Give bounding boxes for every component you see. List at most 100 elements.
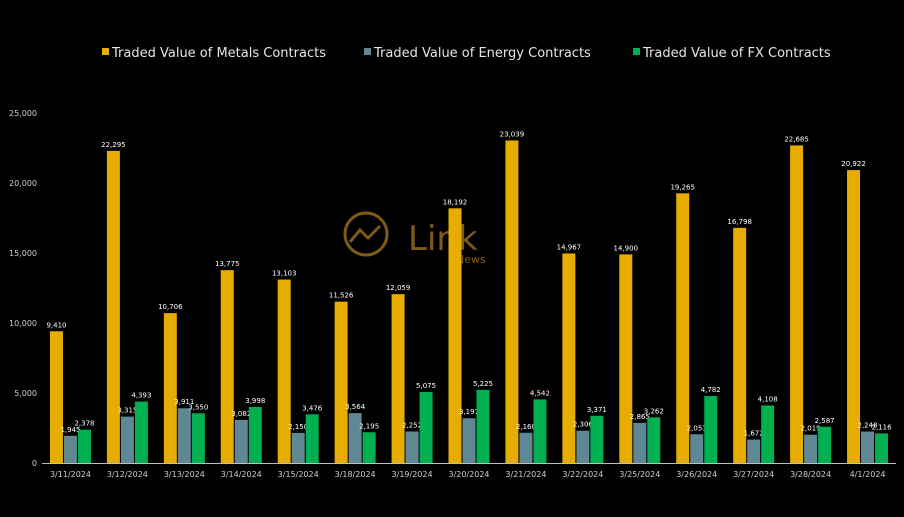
- data-label-s2-c0: 2,378: [74, 420, 94, 428]
- data-label-s2-c13: 2,587: [815, 417, 835, 425]
- x-tick-label: 3/22/2024: [562, 470, 603, 479]
- data-label-s1-c8: 2,160: [516, 423, 536, 431]
- data-label-s2-c7: 5,225: [473, 380, 493, 388]
- data-label-s1-c4: 2,150: [288, 423, 308, 431]
- bar-s1-c4: [291, 432, 305, 463]
- bar-s0-c7: [448, 208, 462, 463]
- legend-label-0: Traded Value of Metals Contracts: [111, 46, 326, 61]
- y-tick-label: 15,000: [9, 249, 37, 258]
- x-tick-label: 3/19/2024: [392, 470, 433, 479]
- watermark-chart-icon: [348, 224, 382, 243]
- data-label-s1-c2: 3,911: [174, 398, 194, 406]
- bar-s1-c7: [462, 418, 476, 463]
- data-label-s2-c11: 4,782: [701, 386, 721, 394]
- bar-s0-c6: [391, 294, 405, 463]
- data-label-s2-c9: 3,371: [587, 406, 607, 414]
- data-label-s0-c7: 18,192: [443, 198, 468, 206]
- x-tick-label: 3/18/2024: [335, 470, 376, 479]
- data-label-s1-c5: 3,564: [345, 403, 366, 411]
- bar-s0-c2: [163, 313, 177, 463]
- data-label-s2-c4: 3,476: [302, 404, 323, 412]
- bar-s2-c13: [818, 426, 832, 463]
- data-label-s0-c11: 19,265: [670, 183, 695, 191]
- bar-s0-c8: [505, 140, 519, 464]
- bar-s1-c3: [234, 419, 248, 463]
- data-label-s0-c0: 9,410: [46, 321, 66, 329]
- data-label-s0-c1: 22,295: [101, 141, 126, 149]
- x-tick-label: 3/15/2024: [278, 470, 319, 479]
- x-tick-label: 3/12/2024: [107, 470, 148, 479]
- bar-s1-c5: [348, 413, 362, 463]
- x-tick-label: 3/28/2024: [790, 470, 831, 479]
- bar-s0-c11: [676, 193, 690, 464]
- bar-s1-c12: [747, 439, 761, 463]
- x-tick-label: 3/26/2024: [676, 470, 717, 479]
- bar-s0-c0: [49, 331, 63, 463]
- bar-s2-c6: [419, 391, 433, 463]
- data-label-s1-c11: 2,053: [687, 424, 707, 432]
- data-label-s2-c12: 4,108: [758, 395, 778, 403]
- bar-s2-c9: [590, 415, 604, 463]
- data-label-s2-c10: 3,262: [644, 407, 664, 415]
- bar-s0-c14: [847, 170, 861, 464]
- y-tick-label: 20,000: [9, 179, 37, 188]
- data-label-s1-c7: 3,197: [459, 408, 479, 416]
- data-label-s0-c4: 13,103: [272, 270, 297, 278]
- bar-s2-c5: [362, 432, 376, 463]
- data-label-s2-c5: 2,195: [359, 422, 379, 430]
- bar-s0-c4: [277, 279, 291, 463]
- legend-swatch-2: [633, 48, 640, 55]
- data-label-s1-c9: 2,306: [573, 421, 594, 429]
- bar-s1-c13: [804, 434, 818, 463]
- bar-s0-c3: [220, 270, 234, 463]
- data-label-s1-c3: 3,082: [231, 410, 251, 418]
- legend-label-1: Traded Value of Energy Contracts: [373, 46, 591, 61]
- watermark: Link News: [343, 211, 486, 266]
- y-tick-label: 25,000: [9, 109, 37, 118]
- watermark-brand: Link: [408, 219, 478, 259]
- bar-s1-c1: [120, 416, 134, 463]
- x-tick-label: 3/11/2024: [50, 470, 91, 479]
- watermark-sub: News: [456, 253, 486, 266]
- data-label-s0-c2: 10,706: [158, 303, 183, 311]
- data-label-s1-c6: 2,252: [402, 421, 422, 429]
- x-tick-label: 3/27/2024: [733, 470, 774, 479]
- bar-s2-c10: [647, 417, 661, 463]
- data-label-s2-c6: 5,075: [416, 382, 436, 390]
- data-label-s2-c8: 4,542: [530, 389, 550, 397]
- bar-s0-c5: [334, 301, 348, 463]
- legend-swatch-1: [364, 48, 371, 55]
- data-label-s2-c14: 2,116: [872, 423, 893, 431]
- bar-s1-c8: [519, 432, 533, 463]
- watermark-logo-icon: [343, 211, 389, 257]
- data-label-s0-c8: 23,039: [500, 130, 525, 138]
- x-tick-label: 3/14/2024: [221, 470, 262, 479]
- bar-s1-c2: [177, 408, 191, 463]
- bar-s2-c3: [248, 407, 262, 463]
- bar-s2-c7: [476, 389, 490, 463]
- data-label-s1-c13: 2,019: [801, 425, 821, 433]
- data-label-s2-c3: 3,998: [245, 397, 265, 405]
- bar-s1-c14: [861, 431, 875, 463]
- legend-label-2: Traded Value of FX Contracts: [642, 46, 831, 61]
- bar-s0-c1: [106, 150, 120, 463]
- x-axis: 3/11/2024 3/12/2024 3/13/2024 3/14/2024 3/15…: [42, 463, 896, 479]
- data-label-s0-c9: 14,967: [557, 243, 582, 251]
- x-tick-label: 3/13/2024: [164, 470, 205, 479]
- data-label-s0-c14: 20,922: [841, 160, 866, 168]
- bar-s2-c11: [704, 396, 718, 463]
- data-label-s0-c13: 22,685: [784, 135, 809, 143]
- bar-s1-c0: [63, 435, 77, 463]
- data-label-s0-c5: 11,526: [329, 292, 354, 300]
- bar-s2-c4: [305, 414, 319, 463]
- bar-s0-c10: [619, 254, 633, 463]
- bar-s1-c10: [633, 422, 647, 463]
- data-label-s1-c12: 1,672: [744, 430, 764, 438]
- data-label-s1-c1: 3,315: [117, 407, 137, 415]
- bar-s2-c8: [533, 399, 547, 463]
- bar-s2-c1: [134, 401, 148, 463]
- x-tick-label: 3/25/2024: [619, 470, 660, 479]
